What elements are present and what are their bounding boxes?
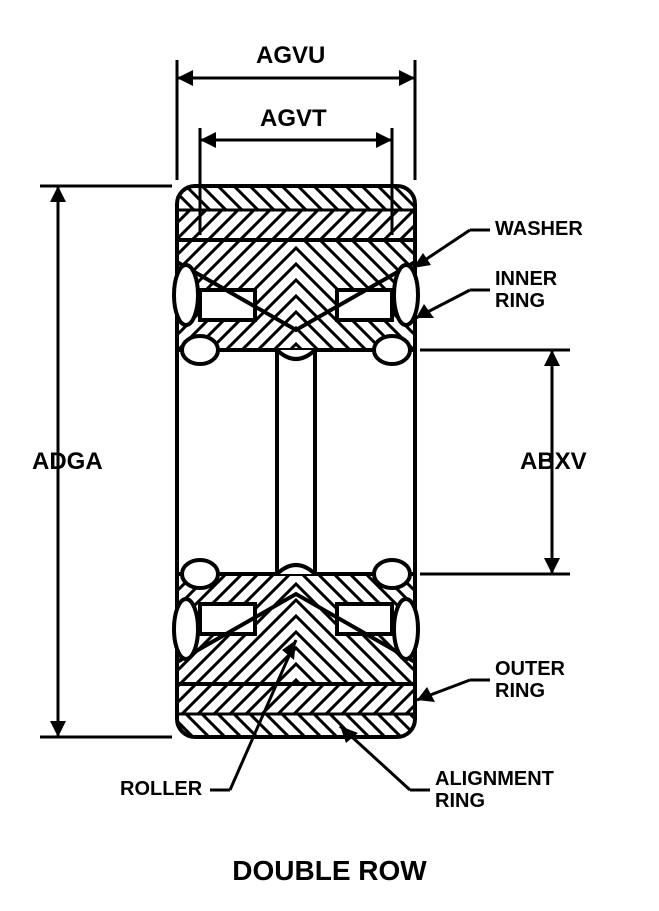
inner-ring-bottom [177, 574, 415, 684]
washer-bottom-left [174, 599, 198, 659]
label-alignment-ring: ALIGNMENT RING [435, 768, 554, 812]
washer-top-right [394, 265, 418, 325]
label-roller: ROLLER [120, 778, 202, 801]
roller-top-left [182, 560, 218, 588]
roller-upper-left [182, 336, 218, 364]
label-agvu: AGVU [256, 42, 325, 70]
label-agvt: AGVT [260, 105, 327, 133]
roller-top-right [374, 560, 410, 588]
bore-shape [277, 350, 315, 574]
label-adga: ADGA [32, 448, 103, 476]
roller-upper-right [374, 336, 410, 364]
leader-outer-ring [417, 680, 490, 702]
leader-inner-ring [416, 290, 490, 318]
washer-top-left [174, 265, 198, 325]
diagram-title: DOUBLE ROW [0, 855, 659, 887]
label-abxv: ABXV [520, 448, 587, 476]
label-outer-ring: OUTER RING [495, 658, 565, 702]
leader-washer [413, 230, 490, 268]
inner-ring-top [177, 240, 415, 350]
washer-bottom-right [394, 599, 418, 659]
label-washer: WASHER [495, 218, 583, 241]
label-inner-ring: INNER RING [495, 268, 557, 312]
